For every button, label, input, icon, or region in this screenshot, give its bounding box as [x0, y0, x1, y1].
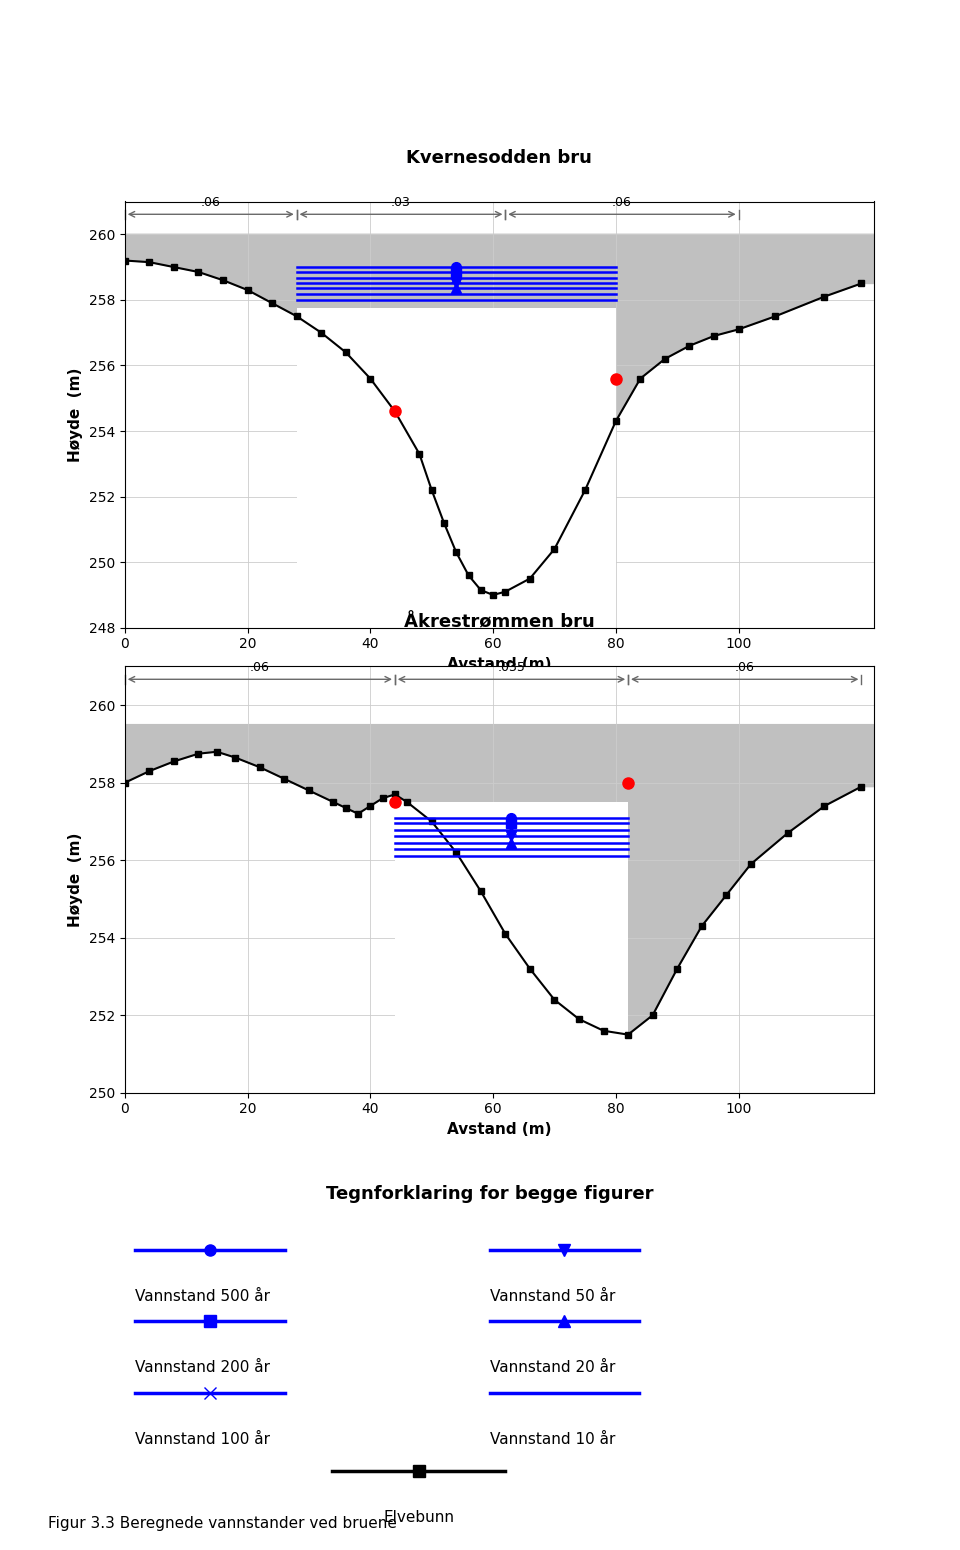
- Text: .035: .035: [497, 662, 525, 674]
- Polygon shape: [125, 724, 874, 1034]
- X-axis label: Avstand (m): Avstand (m): [447, 657, 551, 673]
- X-axis label: Avstand (m): Avstand (m): [447, 1122, 551, 1138]
- Title: Kvernesodden bru: Kvernesodden bru: [406, 149, 592, 166]
- Text: .06: .06: [201, 197, 221, 209]
- Y-axis label: Høyde  (m): Høyde (m): [68, 832, 84, 927]
- Text: .03: .03: [391, 197, 411, 209]
- Text: Vannstand 50 år: Vannstand 50 år: [490, 1288, 615, 1304]
- Text: .06: .06: [250, 662, 270, 674]
- Polygon shape: [125, 234, 874, 595]
- Text: Elvebunn: Elvebunn: [383, 1510, 454, 1525]
- Text: .06: .06: [612, 197, 632, 209]
- Text: Vannstand 500 år: Vannstand 500 år: [135, 1288, 271, 1304]
- Text: Vannstand 200 år: Vannstand 200 år: [135, 1361, 271, 1375]
- Text: Tegnforklaring for begge figurer: Tegnforklaring for begge figurer: [325, 1184, 654, 1203]
- Text: Vannstand 20 år: Vannstand 20 år: [490, 1361, 615, 1375]
- Bar: [297, 308, 615, 628]
- Text: .06: .06: [734, 662, 755, 674]
- Text: Figur 3.3 Beregnede vannstander ved bruene: Figur 3.3 Beregnede vannstander ved brue…: [48, 1516, 396, 1531]
- Text: Vannstand 10 år: Vannstand 10 år: [490, 1432, 615, 1446]
- Text: Vannstand 100 år: Vannstand 100 år: [135, 1432, 271, 1446]
- Title: Åkrestrømmen bru: Åkrestrømmen bru: [404, 614, 594, 631]
- Y-axis label: Høyde  (m): Høyde (m): [68, 367, 84, 462]
- Bar: [395, 801, 628, 1093]
